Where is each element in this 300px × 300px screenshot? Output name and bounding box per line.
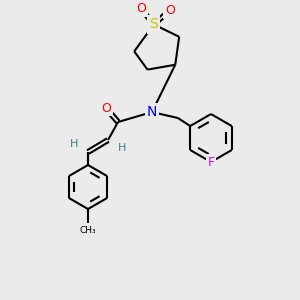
Text: F: F (207, 155, 214, 169)
Text: S: S (149, 17, 158, 32)
Text: CH₃: CH₃ (80, 226, 96, 235)
Text: N: N (147, 105, 157, 119)
Text: H: H (70, 139, 78, 149)
Text: O: O (165, 4, 175, 17)
Text: O: O (136, 2, 146, 15)
Text: H: H (118, 143, 126, 153)
Text: O: O (101, 101, 111, 115)
